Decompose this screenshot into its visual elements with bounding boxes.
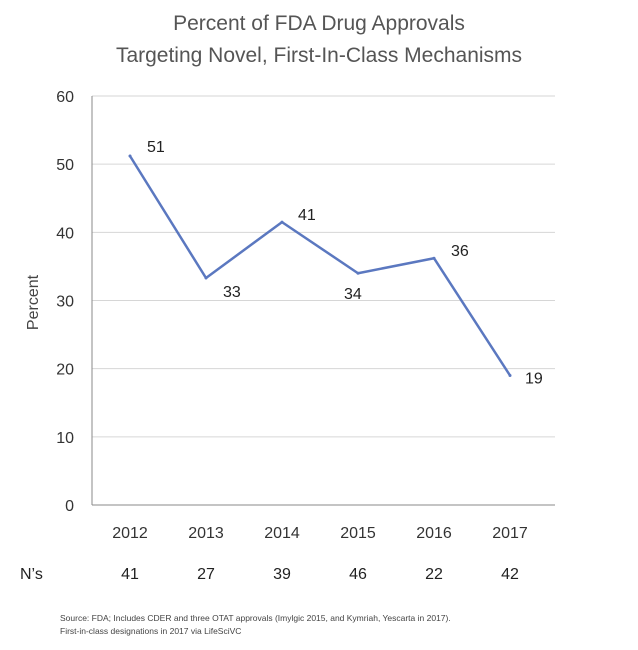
y-axis-label: Percent xyxy=(25,274,42,330)
y-tick-label-20: 20 xyxy=(56,362,74,379)
x-tick-label-2016: 2016 xyxy=(416,525,452,542)
n-value-2017: 42 xyxy=(501,566,519,583)
data-label-2013: 33 xyxy=(223,284,241,301)
chart-title: Percent of FDA Drug Approvals xyxy=(173,12,465,35)
y-tick-label-40: 40 xyxy=(56,225,74,242)
n-value-2013: 27 xyxy=(197,566,215,583)
data-point-2012 xyxy=(128,154,132,158)
series-line xyxy=(128,154,512,377)
n-value-2016: 22 xyxy=(425,566,443,583)
y-tick-label-30: 30 xyxy=(56,294,74,311)
data-point-2013 xyxy=(204,276,208,280)
x-tick-label-2015: 2015 xyxy=(340,525,376,542)
y-tick-label-0: 0 xyxy=(65,498,74,515)
x-tick-label-2017: 2017 xyxy=(492,525,528,542)
source-line-1: Source: FDA; Includes CDER and three OTA… xyxy=(60,613,451,623)
y-tick-label-10: 10 xyxy=(56,430,74,447)
data-label-2015: 34 xyxy=(344,286,362,303)
n-value-2014: 39 xyxy=(273,566,291,583)
x-tick-label-2014: 2014 xyxy=(264,525,300,542)
data-point-2014 xyxy=(280,220,284,224)
n-row-label: N’s xyxy=(20,566,43,583)
n-value-2012: 41 xyxy=(121,566,139,583)
data-label-2014: 41 xyxy=(298,207,316,224)
data-label-2017: 19 xyxy=(525,370,543,387)
y-tick-label-50: 50 xyxy=(56,157,74,174)
data-point-2015 xyxy=(356,271,360,275)
data-point-2017 xyxy=(508,373,512,377)
line-chart: 0 10 20 30 40 50 60 Percent 2012 2013 2014 2015 2016… xyxy=(20,89,555,583)
source-line-2: First-in-class designations in 2017 via … xyxy=(60,626,242,636)
data-label-2016: 36 xyxy=(451,243,469,260)
n-value-2015: 46 xyxy=(349,566,367,583)
data-label-2012: 51 xyxy=(147,139,165,156)
source-note: Source: FDA; Includes CDER and three OTA… xyxy=(60,612,620,638)
chart-subtitle: Targeting Novel, First-In-Class Mechanis… xyxy=(115,44,523,67)
x-tick-label-2013: 2013 xyxy=(188,525,224,542)
data-point-2016 xyxy=(432,256,436,260)
y-tick-label-60: 60 xyxy=(56,89,74,106)
x-tick-label-2012: 2012 xyxy=(112,525,148,542)
